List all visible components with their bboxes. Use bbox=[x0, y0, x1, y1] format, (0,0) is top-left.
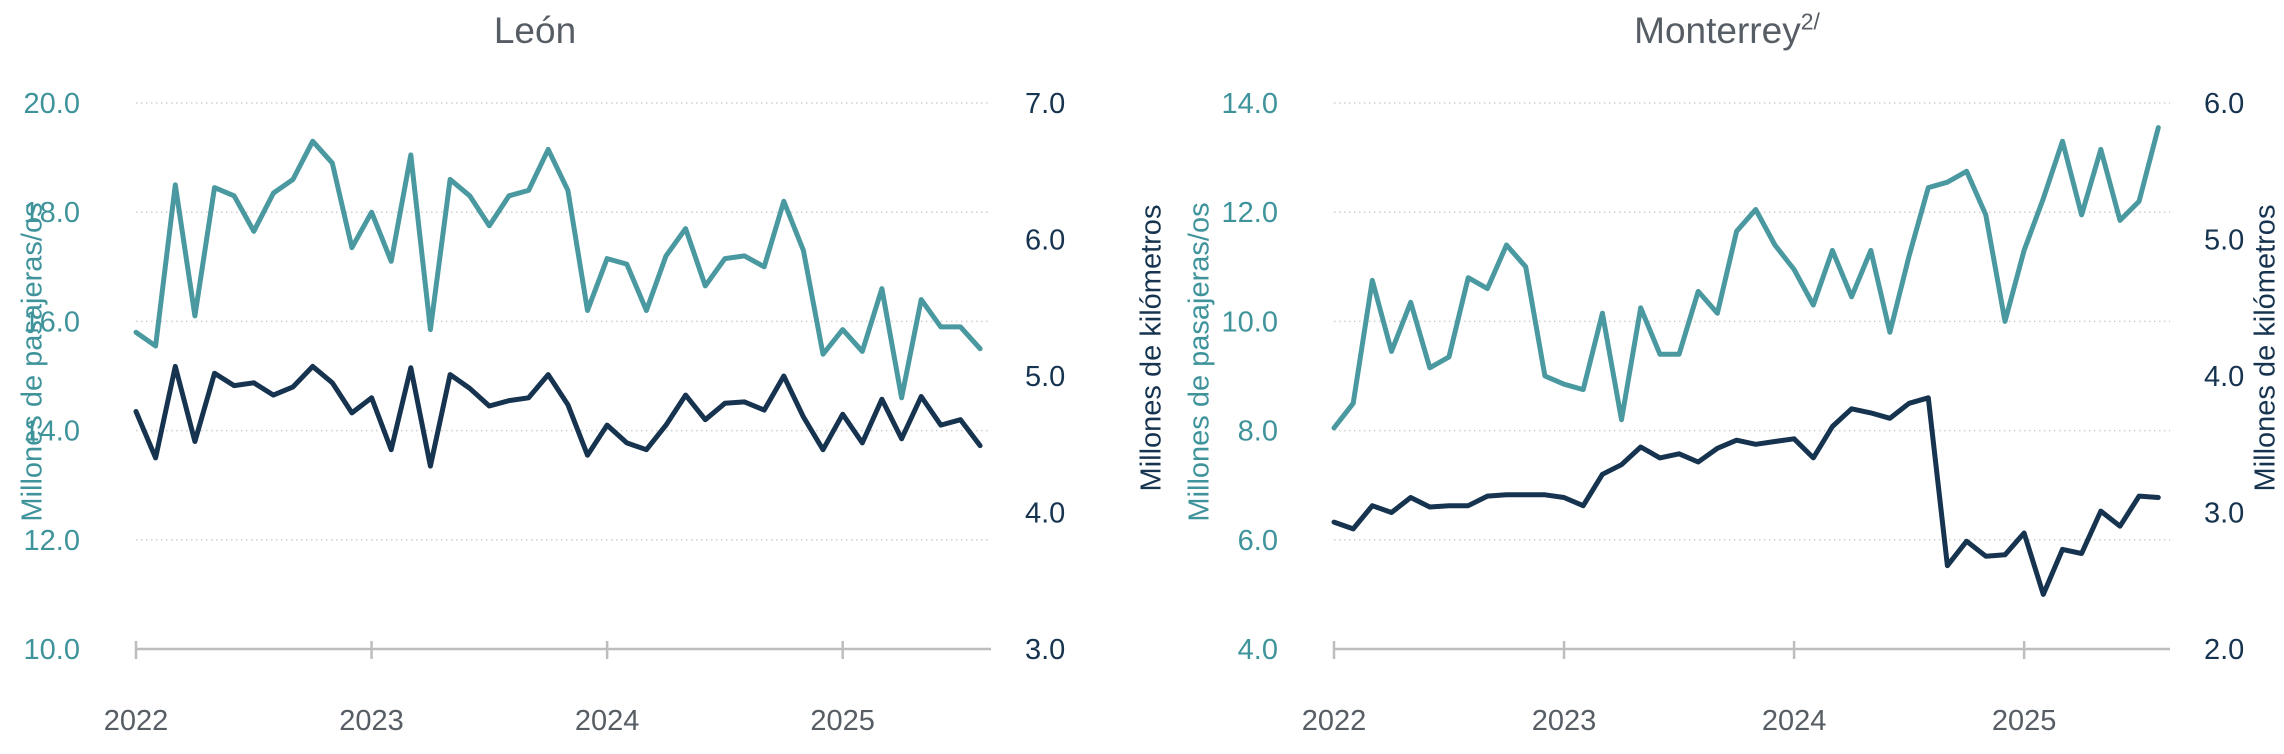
leon-left-tick-18.0: 18.0 bbox=[24, 197, 80, 229]
leon-left-tick-16.0: 16.0 bbox=[24, 306, 80, 338]
leon-right-tick-4.0: 4.0 bbox=[1025, 498, 1065, 530]
monterrey-year-label-2024: 2024 bbox=[1762, 705, 1827, 737]
monterrey-right-tick-6.0: 6.0 bbox=[2204, 88, 2244, 120]
monterrey-left-tick-14.0: 14.0 bbox=[1222, 88, 1278, 120]
monterrey-title-superscript: 2/ bbox=[1800, 8, 1820, 35]
leon-right-tick-7.0: 7.0 bbox=[1025, 88, 1065, 120]
monterrey-left-tick-8.0: 8.0 bbox=[1238, 416, 1278, 448]
monterrey-right-tick-3.0: 3.0 bbox=[2204, 498, 2244, 530]
leon-year-label-2025: 2025 bbox=[810, 705, 875, 737]
leon-left-tick-12.0: 12.0 bbox=[24, 525, 80, 557]
leon-left-tick-10.0: 10.0 bbox=[24, 634, 80, 666]
leon-right-tick-6.0: 6.0 bbox=[1025, 225, 1065, 257]
leon-chart-title: León bbox=[494, 10, 576, 52]
monterrey-year-label-2023: 2023 bbox=[1532, 705, 1597, 737]
leon-right-tick-5.0: 5.0 bbox=[1025, 361, 1065, 393]
monterrey-left-tick-10.0: 10.0 bbox=[1222, 306, 1278, 338]
leon-left-tick-20.0: 20.0 bbox=[24, 88, 80, 120]
leon-left-tick-14.0: 14.0 bbox=[24, 416, 80, 448]
leon-year-label-2024: 2024 bbox=[575, 705, 640, 737]
monterrey-left-tick-12.0: 12.0 bbox=[1222, 197, 1278, 229]
monterrey-right-tick-5.0: 5.0 bbox=[2204, 225, 2244, 257]
leon-year-label-2023: 2023 bbox=[339, 705, 404, 737]
leon-passengers-line bbox=[133, 138, 983, 401]
monterrey-left-tick-4.0: 4.0 bbox=[1238, 634, 1278, 666]
monterrey-title-text: Monterrey bbox=[1634, 10, 1801, 51]
leon-right-axis-label: Millones de kilómetros bbox=[1135, 204, 1168, 492]
leon-right-tick-3.0: 3.0 bbox=[1025, 634, 1065, 666]
monterrey-right-tick-2.0: 2.0 bbox=[2204, 634, 2244, 666]
monterrey-left-tick-6.0: 6.0 bbox=[1238, 525, 1278, 557]
leon-year-label-2022: 2022 bbox=[104, 705, 169, 737]
leon-kilometers-line bbox=[133, 363, 983, 469]
monterrey-passengers-line bbox=[1331, 125, 2161, 431]
monterrey-year-label-2022: 2022 bbox=[1302, 705, 1367, 737]
monterrey-right-axis-label: Millones de kilómetros bbox=[2249, 204, 2282, 492]
monterrey-left-axis-label: Millones de pasajeras/os bbox=[1183, 202, 1216, 522]
leon-title-text: León bbox=[493, 10, 577, 51]
leon-left-axis-label: Millones de pasajeras/os bbox=[16, 202, 49, 522]
monterrey-kilometers-line bbox=[1331, 395, 2161, 597]
monterrey-right-tick-4.0: 4.0 bbox=[2204, 361, 2244, 393]
monterrey-year-label-2025: 2025 bbox=[1992, 705, 2057, 737]
monterrey-chart-title: Monterrey2/ bbox=[1634, 10, 1820, 52]
